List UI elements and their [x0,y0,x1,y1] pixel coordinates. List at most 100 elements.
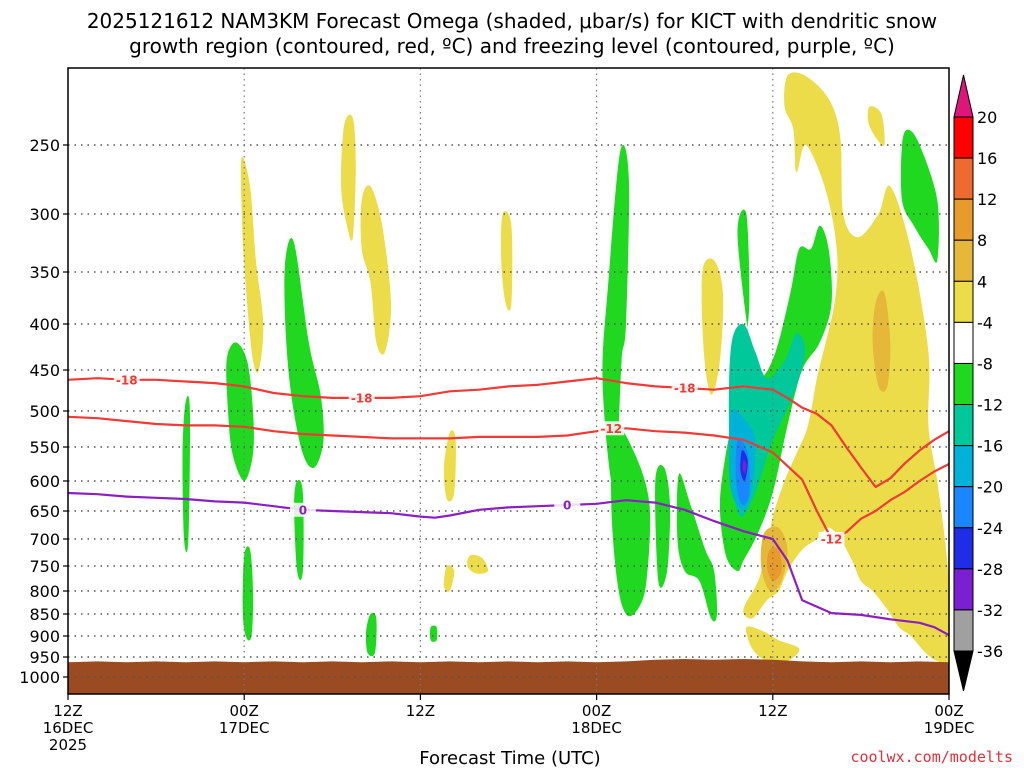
omega-region-27 [745,626,800,663]
omega-region-10 [676,473,718,622]
x-tick-label-0-2: 2025 [49,736,87,754]
y-tick-label-800: 800 [29,582,60,601]
omega-region-28 [867,106,885,147]
contour-minus-12 [68,415,949,541]
omega-region-8 [610,423,651,617]
y-axis-ticks: 250 300 350 400 450 500 550 600 650 700 750 800 850 9… [19,136,68,687]
x-tick-label-12-0: 00Z [230,702,259,720]
y-tick-label-550: 550 [29,438,60,457]
x-tick-label-0-1: 16DEC [43,719,94,737]
contour-label-bg-minus-12-0 [598,421,625,436]
colorbar-legend: 20 16 12 8 4 -4 -8 -12 -16 -20 -24 -28 -32 -36 [953,74,1003,692]
contour-label-minus-18-0: -18 [116,373,138,387]
contour-label-minus-12-0: -12 [600,422,622,436]
x-tick-label-24-0: 12Z [406,702,435,720]
contour-label-bg-minus-18-2 [671,381,698,396]
y-tick-label-700: 700 [29,530,60,549]
omega-region-18 [240,156,264,373]
colorbar-swatch-0 [953,116,974,159]
colorbar-swatch-10 [953,527,974,570]
omega-region-1 [284,238,324,469]
contour-label-bg-zero-1 [554,498,581,512]
colorbar-label-9: -20 [977,478,1003,497]
chart-title-line1: 2025121612 NAM3KM Forecast Omega (shaded… [87,9,937,33]
colorbar-label-6: -8 [977,354,993,373]
contour-label-zero-1: 0 [563,499,571,513]
colorbar-bottom-arrow [953,650,974,692]
y-tick-label-650: 650 [29,502,60,521]
y-tick-label-450: 450 [29,361,60,380]
colorbar-label-8: -16 [977,437,1003,456]
x-tick-label-12-1: 17DEC [219,719,270,737]
x-tick-label-60-1: 19DEC [924,719,975,737]
colorbar-swatch-9 [953,486,974,529]
y-tick-label-950: 950 [29,648,60,667]
omega-region-22 [443,430,456,502]
x-axis-label: Forecast Time (UTC) [419,748,600,768]
omega-region-23 [443,565,455,592]
x-tick-label-48-0: 12Z [758,702,787,720]
omega-region-2 [294,479,304,581]
colorbar-label-7: -12 [977,396,1003,415]
x-tick-label-0-0: 12Z [53,702,82,720]
omega-region-29 [872,290,891,392]
colorbar-swatch-11 [953,568,974,611]
omega-region-12 [900,129,939,263]
contour-label-minus-18-2: -18 [674,382,696,396]
chart-title-line2: growth region (contoured, red, ºC) and f… [129,34,895,58]
omega-region-24 [467,554,489,574]
y-tick-label-350: 350 [29,263,60,282]
contour-label-minus-12-1: -12 [821,533,843,547]
colorbar-swatch-5 [953,321,974,364]
omega-region-20 [360,185,392,355]
colorbar-label-2: 12 [977,190,997,209]
ground-terrain [68,659,949,694]
contour-zero [68,491,949,637]
colorbar-swatch-7 [953,404,974,447]
contour-label-bg-minus-18-0 [113,372,140,387]
colorbar-swatch-4 [953,280,974,323]
ground-fill [68,659,949,694]
contour-label-bg-zero-0 [289,502,316,517]
colorbar-label-11: -28 [977,560,1003,579]
colorbar-swatch-2 [953,198,974,241]
y-tick-label-900: 900 [29,627,60,646]
omega-region-9 [655,464,671,588]
colorbar-label-13: -36 [977,642,1003,661]
plot-frame [67,67,950,695]
y-tick-label-400: 400 [29,315,60,334]
omega-region-19 [341,114,356,241]
y-tick-label-750: 750 [29,557,60,576]
contour-label-bg-minus-12-1 [818,532,845,546]
y-tick-label-250: 250 [29,136,60,155]
y-tick-label-300: 300 [29,205,60,224]
colorbar-label-12: -32 [977,601,1003,620]
x-tick-label-36-0: 00Z [582,702,611,720]
omega-region-3 [242,546,254,641]
omega-region-26 [743,72,949,667]
contour-minus-18 [68,377,949,489]
y-tick-label-500: 500 [29,402,60,421]
y-tick-label-600: 600 [29,472,60,491]
contour-label-minus-18-1: -18 [351,391,373,405]
colorbar-label-4: 4 [977,272,987,291]
colorbar-label-0: 20 [977,108,997,127]
omega-region-0 [226,342,254,481]
omega-shading [182,72,949,667]
omega-region-6 [429,625,438,642]
colorbar-swatch-last [953,609,974,652]
colorbar-label-5: -4 [977,313,993,332]
omega-region-25 [701,258,724,395]
omega-region-5 [365,612,377,657]
colorbar-swatch-8 [953,445,974,488]
credit-text[interactable]: coolwx.com/modelts [850,748,1013,766]
omega-region-17 [742,460,747,475]
omega-region-4 [182,395,191,553]
omega-region-21 [500,211,513,311]
contour-lines: -18 -18 -18 -12 -12 0 0 [68,372,949,637]
colorbar-swatch-3 [953,239,974,282]
y-tick-label-1000: 1000 [19,668,60,687]
omega-region-31 [766,547,782,582]
